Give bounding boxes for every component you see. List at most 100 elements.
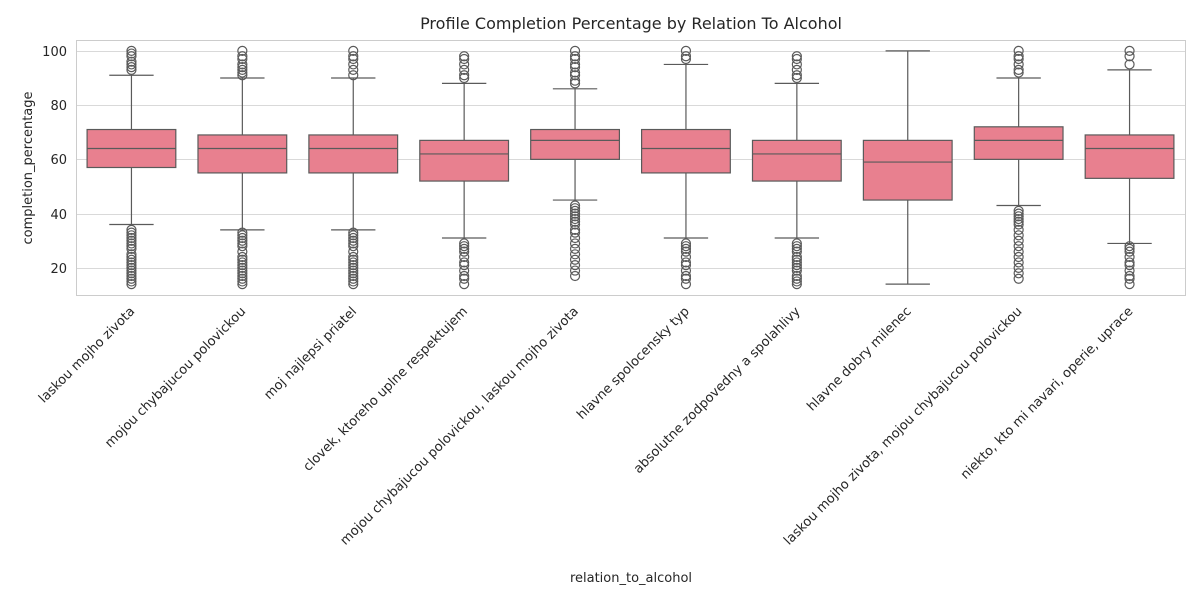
y-tick-label: 20 xyxy=(50,262,67,277)
outlier-point xyxy=(126,268,137,279)
outlier-point xyxy=(348,276,359,287)
outlier-point xyxy=(237,238,248,249)
outlier-point xyxy=(348,257,359,268)
outlier-point xyxy=(459,270,470,282)
outlier-point xyxy=(237,64,248,75)
outlier-point xyxy=(1013,64,1024,75)
outlier-point xyxy=(569,70,581,81)
outlier-point xyxy=(237,70,248,81)
outlier-point xyxy=(348,265,359,276)
outlier-point xyxy=(348,262,359,273)
outlier-point xyxy=(569,213,581,225)
outlier-point xyxy=(791,59,802,70)
outlier-point xyxy=(569,62,581,73)
outlier-point xyxy=(237,257,248,268)
outlier-point xyxy=(569,260,581,271)
outlier-point xyxy=(459,53,470,65)
outlier-point xyxy=(126,64,137,75)
outlier-point xyxy=(348,273,359,284)
outlier-point xyxy=(459,257,470,268)
outlier-point xyxy=(348,270,359,282)
outlier-point xyxy=(126,270,137,282)
box-group xyxy=(973,45,1064,284)
outlier-point xyxy=(1013,213,1024,225)
outlier-point xyxy=(1124,51,1135,62)
outlier-point xyxy=(680,257,692,268)
iqr-box xyxy=(640,128,731,174)
outlier-point xyxy=(126,51,137,62)
outlier-point xyxy=(126,48,137,59)
outlier-point xyxy=(680,265,692,276)
outlier-point xyxy=(680,279,692,290)
iqr-box xyxy=(973,126,1064,160)
outlier-point xyxy=(126,257,137,268)
outlier-point xyxy=(126,56,137,67)
outlier-point xyxy=(569,270,581,282)
outlier-point xyxy=(791,51,802,62)
outlier-point xyxy=(1124,246,1135,257)
outlier-point xyxy=(1013,219,1024,230)
outlier-point xyxy=(126,232,137,244)
outlier-point xyxy=(237,279,248,290)
outlier-point xyxy=(1124,273,1135,284)
outlier-point xyxy=(237,273,248,284)
outlier-point xyxy=(1013,246,1024,257)
outlier-point xyxy=(459,273,470,284)
outlier-point xyxy=(237,265,248,276)
outlier-point xyxy=(348,246,359,257)
outlier-point xyxy=(791,273,802,284)
outlier-point xyxy=(348,235,359,246)
outlier-point xyxy=(459,238,470,249)
boxes-layer xyxy=(86,45,1175,290)
outlier-point xyxy=(459,265,470,276)
outlier-point xyxy=(791,238,802,249)
outlier-point xyxy=(569,243,581,254)
plot-frame xyxy=(76,40,1186,296)
outlier-point xyxy=(459,279,470,290)
box-group xyxy=(640,45,731,290)
outlier-point xyxy=(1013,211,1024,222)
outlier-point xyxy=(126,273,137,284)
outlier-point xyxy=(1013,205,1024,217)
outlier-point xyxy=(126,276,137,287)
outlier-point xyxy=(569,238,581,249)
outlier-point xyxy=(1124,45,1135,56)
outlier-point xyxy=(348,45,359,56)
outlier-point xyxy=(237,227,248,238)
box-group xyxy=(419,51,510,290)
outlier-point xyxy=(680,51,692,62)
outlier-point xyxy=(126,254,137,265)
outlier-point xyxy=(791,254,802,265)
outlier-point xyxy=(791,270,802,282)
outlier-point xyxy=(680,238,692,249)
outlier-point xyxy=(237,232,248,244)
outlier-point xyxy=(237,53,248,65)
outlier-point xyxy=(1013,251,1024,263)
box-group xyxy=(1084,45,1175,290)
outlier-point xyxy=(791,260,802,271)
outlier-point xyxy=(569,219,581,230)
outlier-point xyxy=(348,51,359,62)
outlier-point xyxy=(1013,53,1024,65)
outlier-point xyxy=(680,270,692,282)
outlier-point xyxy=(348,254,359,265)
outlier-point xyxy=(569,67,581,78)
outlier-point xyxy=(1124,257,1135,268)
outlier-point xyxy=(237,262,248,273)
outlier-point xyxy=(237,246,248,257)
outlier-point xyxy=(791,64,802,75)
outlier-point xyxy=(569,45,581,56)
y-axis-ticks: 20 40 60 80 100 xyxy=(42,45,67,277)
iqr-box xyxy=(751,139,842,182)
outlier-point xyxy=(237,59,248,70)
outlier-point xyxy=(569,51,581,62)
box-group xyxy=(751,51,842,290)
outlier-point xyxy=(126,262,137,273)
outlier-point xyxy=(791,246,802,257)
outlier-point xyxy=(1013,268,1024,279)
outlier-point xyxy=(1124,279,1135,290)
outlier-point xyxy=(791,53,802,65)
outlier-point xyxy=(237,270,248,282)
outlier-point xyxy=(348,268,359,279)
